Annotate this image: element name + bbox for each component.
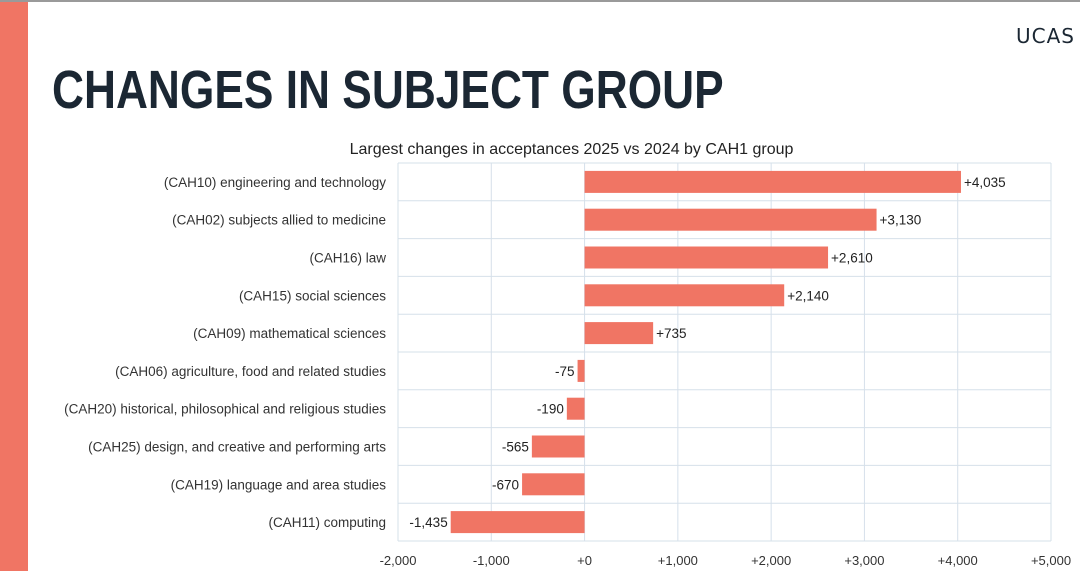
bar [531,435,585,458]
top-rule [0,0,1080,2]
page-title: CHANGES IN SUBJECT GROUP [52,60,724,120]
category-label: (CAH06) agriculture, food and related st… [115,364,386,379]
x-tick-label: -2,000 [380,553,417,568]
bar [577,359,585,382]
x-tick-label: +2,000 [751,553,791,568]
bar [584,246,829,269]
data-label: +3,130 [880,213,922,228]
bar [584,208,877,231]
category-label: (CAH15) social sciences [239,288,386,303]
bar [450,511,585,534]
category-label: (CAH10) engineering and technology [164,175,386,190]
data-label: +2,140 [787,288,829,303]
data-label: -190 [537,402,564,417]
data-label: +735 [656,326,686,341]
data-label: -565 [502,440,529,455]
data-label: -75 [555,364,575,379]
chart-title: Largest changes in acceptances 2025 vs 2… [350,141,794,158]
category-label: (CAH02) subjects allied to medicine [172,213,386,228]
data-label: -1,435 [409,515,447,530]
category-label: (CAH09) mathematical sciences [193,326,386,341]
data-label: +4,035 [964,175,1006,190]
bar [566,397,585,420]
bar [584,284,785,307]
x-tick-label: +4,000 [938,553,978,568]
category-label: (CAH25) design, and creative and perform… [88,440,386,455]
bar [584,170,961,193]
ucas-logo: UCAS [1016,24,1075,48]
data-label: +2,610 [831,251,873,266]
category-label: (CAH19) language and area studies [171,477,387,492]
bar [522,473,585,496]
x-tick-label: -1,000 [473,553,510,568]
data-label: -670 [492,477,519,492]
category-label: (CAH16) law [309,251,386,266]
x-tick-label: +1,000 [658,553,698,568]
category-label: (CAH20) historical, philosophical and re… [64,402,386,417]
bar [584,322,654,345]
x-tick-label: +3,000 [844,553,884,568]
x-tick-label: +5,000 [1031,553,1071,568]
accent-side-bar [0,2,28,571]
category-label: (CAH11) computing [268,515,386,530]
x-tick-label: +0 [577,553,592,568]
